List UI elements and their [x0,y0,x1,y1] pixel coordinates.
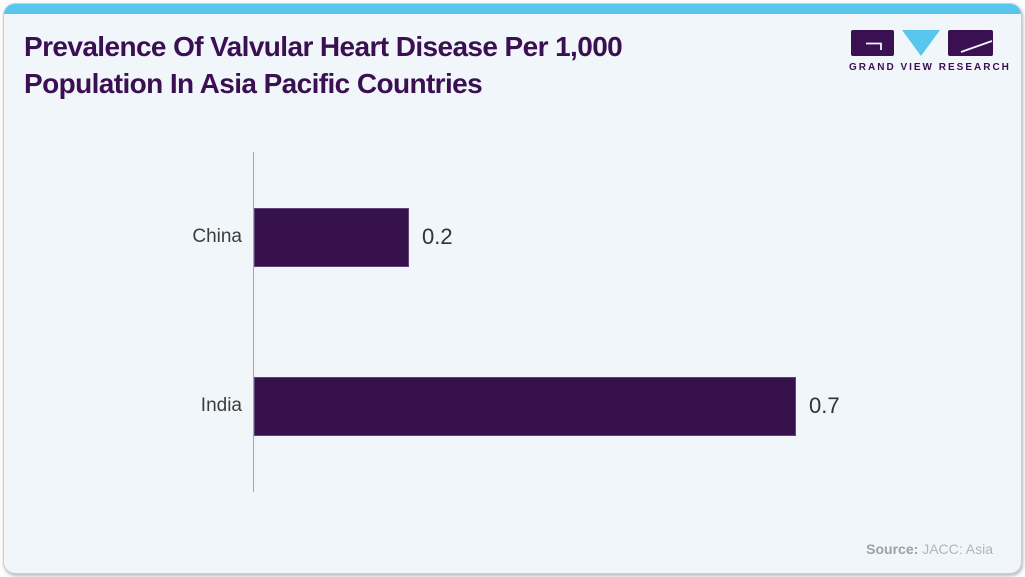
logo-r-mark [960,40,993,53]
gvr-logo: GRAND VIEW RESEARCH [849,30,1011,73]
gvr-logo-text: GRAND VIEW RESEARCH [849,62,1011,73]
value-label-china: 0.2 [422,224,453,249]
gvr-logo-icon [851,30,993,56]
top-accent-bar [4,4,1021,14]
logo-r-block [948,30,993,56]
source-value: JACC: Asia [922,541,993,557]
source-note: Source: JACC: Asia [866,541,993,557]
bar-china [254,207,409,267]
logo-v-triangle [902,30,940,56]
value-label-india: 0.7 [809,393,840,418]
bar-chart: China 0.2 India 0.7 [4,152,1021,492]
logo-g-mark [866,42,882,50]
chart-title: Prevalence Of Valvular Heart Disease Per… [24,31,623,99]
category-label-china: China [192,226,242,247]
category-label-india: India [200,395,242,416]
source-label: Source: [866,541,919,557]
bar-india [254,376,796,436]
infographic-card: Prevalence Of Valvular Heart Disease Per… [3,3,1022,574]
y-axis-line [253,152,254,492]
